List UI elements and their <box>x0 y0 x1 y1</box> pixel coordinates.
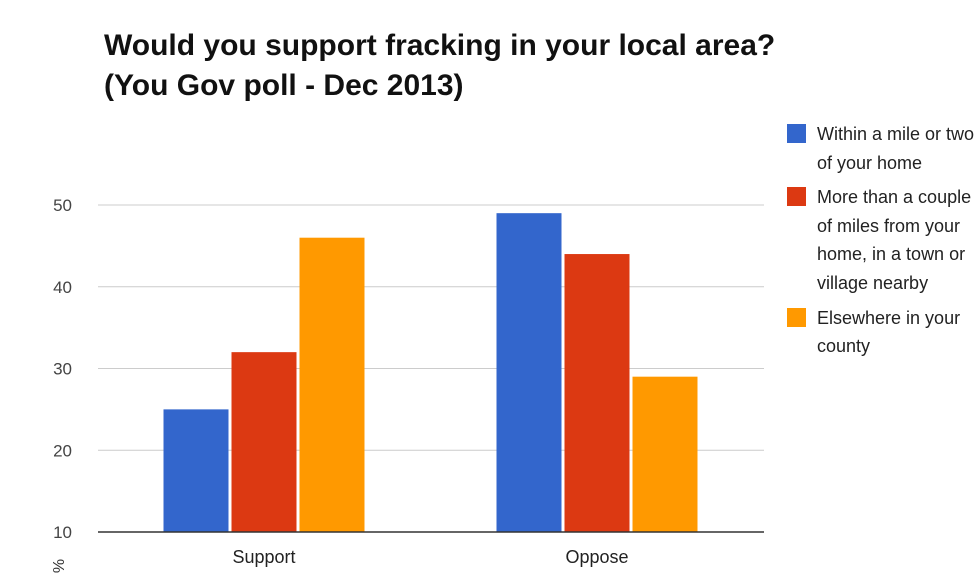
chart-subtitle: (You Gov poll - Dec 2013) <box>104 69 464 102</box>
legend-swatch-more-than-couple-miles <box>787 187 806 207</box>
legend: Within a mile or two of your home More t… <box>787 120 977 367</box>
bar-chart: 10 20 30 40 50 Support Oppose% <box>51 196 764 573</box>
legend-swatch-within-mile <box>787 124 806 143</box>
legend-label-more-than-couple-miles: More than a couple of miles from your ho… <box>817 187 972 293</box>
bar-support-series-1 <box>163 409 229 532</box>
bar-oppose-series-1 <box>496 213 562 533</box>
y-axis-label: % <box>51 559 68 573</box>
legend-label-elsewhere-county: Elsewhere in your county <box>817 307 961 357</box>
chart-title: Would you support fracking in your local… <box>104 26 775 106</box>
legend-item-more-than-couple-miles: More than a couple of miles from your ho… <box>787 183 977 297</box>
chart-title-line1: Would you support fracking in your local… <box>104 29 776 62</box>
legend-item-within-mile: Within a mile or two of your home <box>787 120 977 177</box>
y-tick-label-10: 10 <box>53 523 72 542</box>
bar-support-series-3 <box>299 237 365 532</box>
y-tick-label-50: 50 <box>53 196 72 215</box>
legend-label-within-mile: Within a mile or two of your home <box>817 124 975 173</box>
y-tick-label-40: 40 <box>53 278 72 297</box>
legend-swatch-elsewhere-county <box>787 307 806 327</box>
y-tick-label-30: 30 <box>53 360 72 379</box>
bar-oppose-series-3 <box>632 376 698 532</box>
bar-support-series-2 <box>231 352 297 532</box>
x-tick-label-oppose: Oppose <box>565 547 628 567</box>
x-tick-label-support: Support <box>232 547 295 567</box>
y-tick-label-20: 20 <box>53 441 72 460</box>
legend-item-elsewhere-county: Elsewhere in your county <box>787 304 977 361</box>
bar-oppose-series-2 <box>564 254 630 533</box>
